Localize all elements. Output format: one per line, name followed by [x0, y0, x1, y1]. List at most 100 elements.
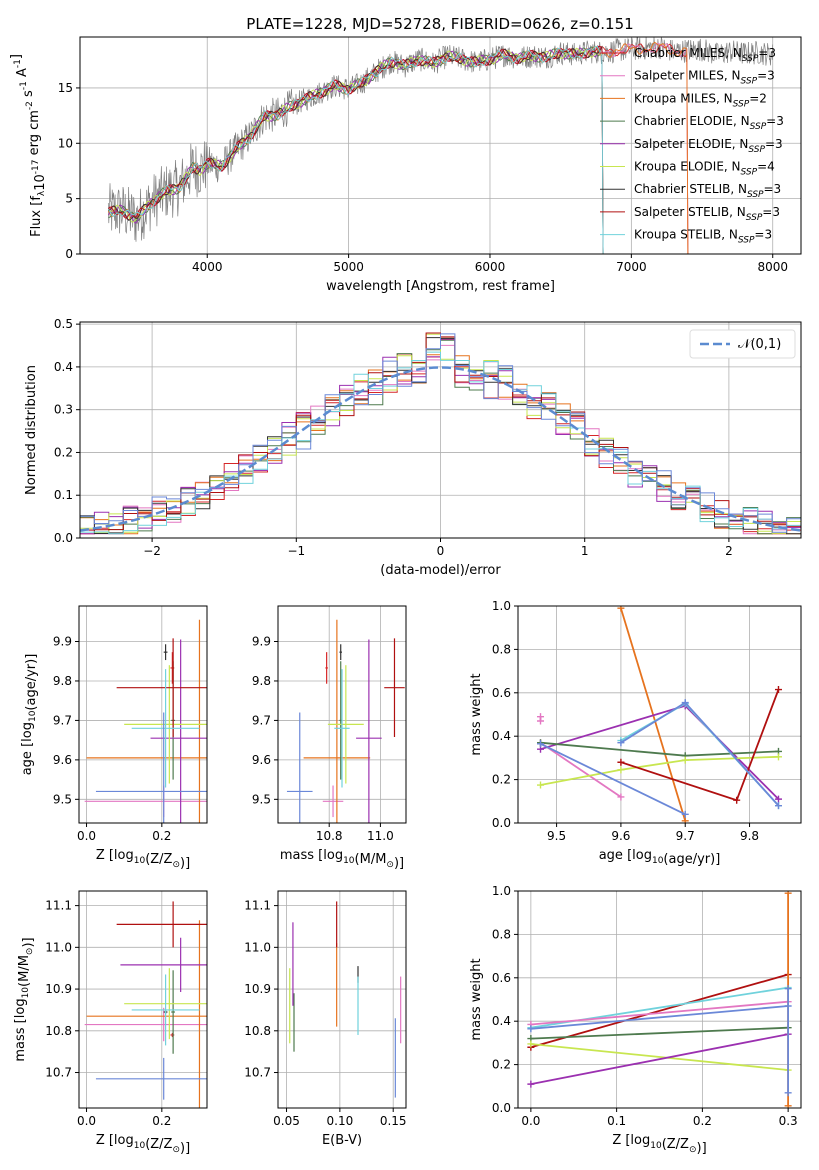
- histogram-legend-label-math: 𝒩(0,1): [738, 337, 781, 352]
- y-axis-label-text: 10: [33, 174, 48, 191]
- weight-series-line: [620, 689, 780, 802]
- y-tick-label: 9.5: [252, 792, 271, 806]
- legend-label-text: Salpeter MILES, N: [634, 69, 741, 83]
- x-tick-label: 11.0: [367, 829, 394, 843]
- error-bar-point: [325, 652, 328, 684]
- x-axis-label-sub: 10: [650, 1141, 662, 1151]
- axes-frame: [517, 605, 802, 824]
- ebv-vs-mass-panel: 0.05 0.10 0.15 10.7 10.8 10.9 11.0 11.1 E(B-V): [244, 890, 407, 1148]
- weight-series-line: [530, 1033, 789, 1085]
- weight-point-marker: [537, 713, 545, 721]
- weight-point-marker: [774, 795, 782, 803]
- x-axis-label-sub: 10: [652, 856, 664, 866]
- weight-series-line: [540, 742, 686, 816]
- weight-point-marker: [784, 1102, 792, 1108]
- x-axis-label: mass [log10(M/M⊙)]: [280, 848, 404, 871]
- x-axis-label: wavelength [Angstrom, rest frame]: [326, 279, 555, 294]
- error-bar-point: [171, 970, 175, 1054]
- weight-series-line: [540, 755, 779, 786]
- weight-point-marker: [537, 781, 545, 789]
- y-tick-label: 0.0: [492, 816, 511, 830]
- x-axis-label: Z [log10(Z/Z⊙)]: [96, 848, 190, 871]
- error-bar-point: [124, 665, 207, 784]
- error-bar-point: [150, 639, 207, 823]
- error-bar-point: [116, 638, 207, 737]
- x-axis-label-text: (Z/Z: [145, 852, 172, 867]
- error-bar-point: [95, 712, 207, 823]
- x-tick-label: 2: [725, 544, 733, 558]
- y-axis-label: Flux [fλ10-17 erg cm-2 s-1 A-1]: [9, 54, 48, 237]
- legend-label-sub: SSP: [741, 168, 758, 178]
- error-bar-point: [163, 644, 168, 661]
- axes-frame: [517, 890, 802, 1109]
- axes-frame: [79, 36, 802, 255]
- legend-label-value: =3: [765, 137, 783, 151]
- x-tick-label: 0.05: [273, 1114, 300, 1128]
- y-tick-label: 0.2: [492, 1058, 511, 1072]
- y-tick-label: 9.9: [53, 635, 72, 649]
- x-tick-label: 0.0: [77, 1114, 96, 1128]
- x-tick-label: 9.8: [740, 829, 759, 843]
- weight-point-marker: [617, 758, 625, 766]
- weight-point-marker: [527, 1025, 535, 1033]
- x-tick-label: 0.3: [779, 1114, 798, 1128]
- y-axis-label-text: A: [15, 68, 30, 81]
- y-tick-label: 10.8: [45, 1024, 72, 1038]
- plot-area: [107, 37, 774, 254]
- legend-label-value: =3: [757, 69, 775, 83]
- y-tick-label: 0.8: [492, 927, 511, 941]
- y-tick-label: 10.7: [45, 1066, 72, 1080]
- x-tick-label: 6000: [475, 260, 506, 274]
- y-tick-label: 0.8: [492, 642, 511, 656]
- plot-area: [527, 891, 792, 1108]
- y-axis-label-text: mass weight: [469, 958, 484, 1040]
- y-tick-label: 9.8: [53, 674, 72, 688]
- z-vs-weight-panel: 0.0 0.1 0.2 0.3 0.0 0.2 0.4 0.6 0.8 1.0 Z [log10(Z…: [469, 884, 802, 1156]
- y-tick-label: 9.5: [53, 792, 72, 806]
- y-tick-label: 11.0: [45, 940, 72, 954]
- legend-label-sub: SSP: [741, 77, 758, 87]
- weight-point-marker: [617, 793, 625, 801]
- weight-point-marker: [681, 699, 689, 707]
- x-axis-label-text: (age/yr)]: [663, 852, 720, 867]
- x-tick-label: 0.15: [380, 1114, 407, 1128]
- legend-label-sub: SSP: [738, 236, 755, 246]
- plot-area: [286, 619, 405, 823]
- z-vs-age-panel: 0.0 0.29.59.69.79.89.9Z [log10(Z/Z⊙)]age …: [20, 605, 208, 871]
- error-bar-point: [124, 968, 207, 1040]
- legend-label: Kroupa ELODIE, NSSP=4: [634, 160, 775, 178]
- plot-area: [84, 619, 207, 823]
- y-tick-label: 1.0: [492, 884, 511, 898]
- error-bar-point: [286, 712, 313, 823]
- y-tick-label: 9.8: [252, 674, 271, 688]
- plot-area: [537, 606, 782, 823]
- x-tick-label: 9.6: [611, 829, 630, 843]
- legend-label: Kroupa MILES, NSSP=2: [634, 91, 767, 109]
- weight-series-line: [530, 973, 789, 1049]
- axes-frame: [277, 605, 407, 824]
- error-bar-point: [120, 937, 207, 992]
- weight-point-marker: [784, 1089, 792, 1097]
- x-axis-label: Z [log10(Z/Z⊙)]: [96, 1133, 190, 1156]
- grid: [518, 605, 801, 824]
- x-tick-label: 0.2: [152, 829, 171, 843]
- x-axis-label-text: (Z/Z: [662, 1137, 689, 1152]
- y-tick-label: 0.5: [54, 317, 73, 331]
- x-tick-label: 0.1: [607, 1114, 626, 1128]
- legend-label-value: =3: [762, 205, 780, 219]
- weight-point-marker: [774, 753, 782, 761]
- grid: [79, 891, 207, 1108]
- legend-label-value: =3: [754, 228, 772, 242]
- y-tick-label: 9.6: [53, 753, 72, 767]
- weight-series-line: [530, 1000, 789, 1026]
- mass-vs-age-panel: 10.8 11.0 9.5 9.6 9.7 9.8 9.9 mass [log10(M/M⊙)…: [252, 605, 407, 871]
- weight-point-marker: [774, 802, 782, 810]
- legend-label-sub: SSP: [746, 213, 763, 223]
- axes-frame: [78, 890, 208, 1109]
- y-tick-label: 0.2: [54, 445, 73, 459]
- legend-label-value: =3: [758, 46, 776, 60]
- weight-point-marker: [527, 1080, 535, 1088]
- y-axis-label-text: (age/yr)]: [24, 654, 39, 711]
- y-tick-label: 0.2: [492, 773, 511, 787]
- x-axis-label-sub: 10: [343, 856, 355, 866]
